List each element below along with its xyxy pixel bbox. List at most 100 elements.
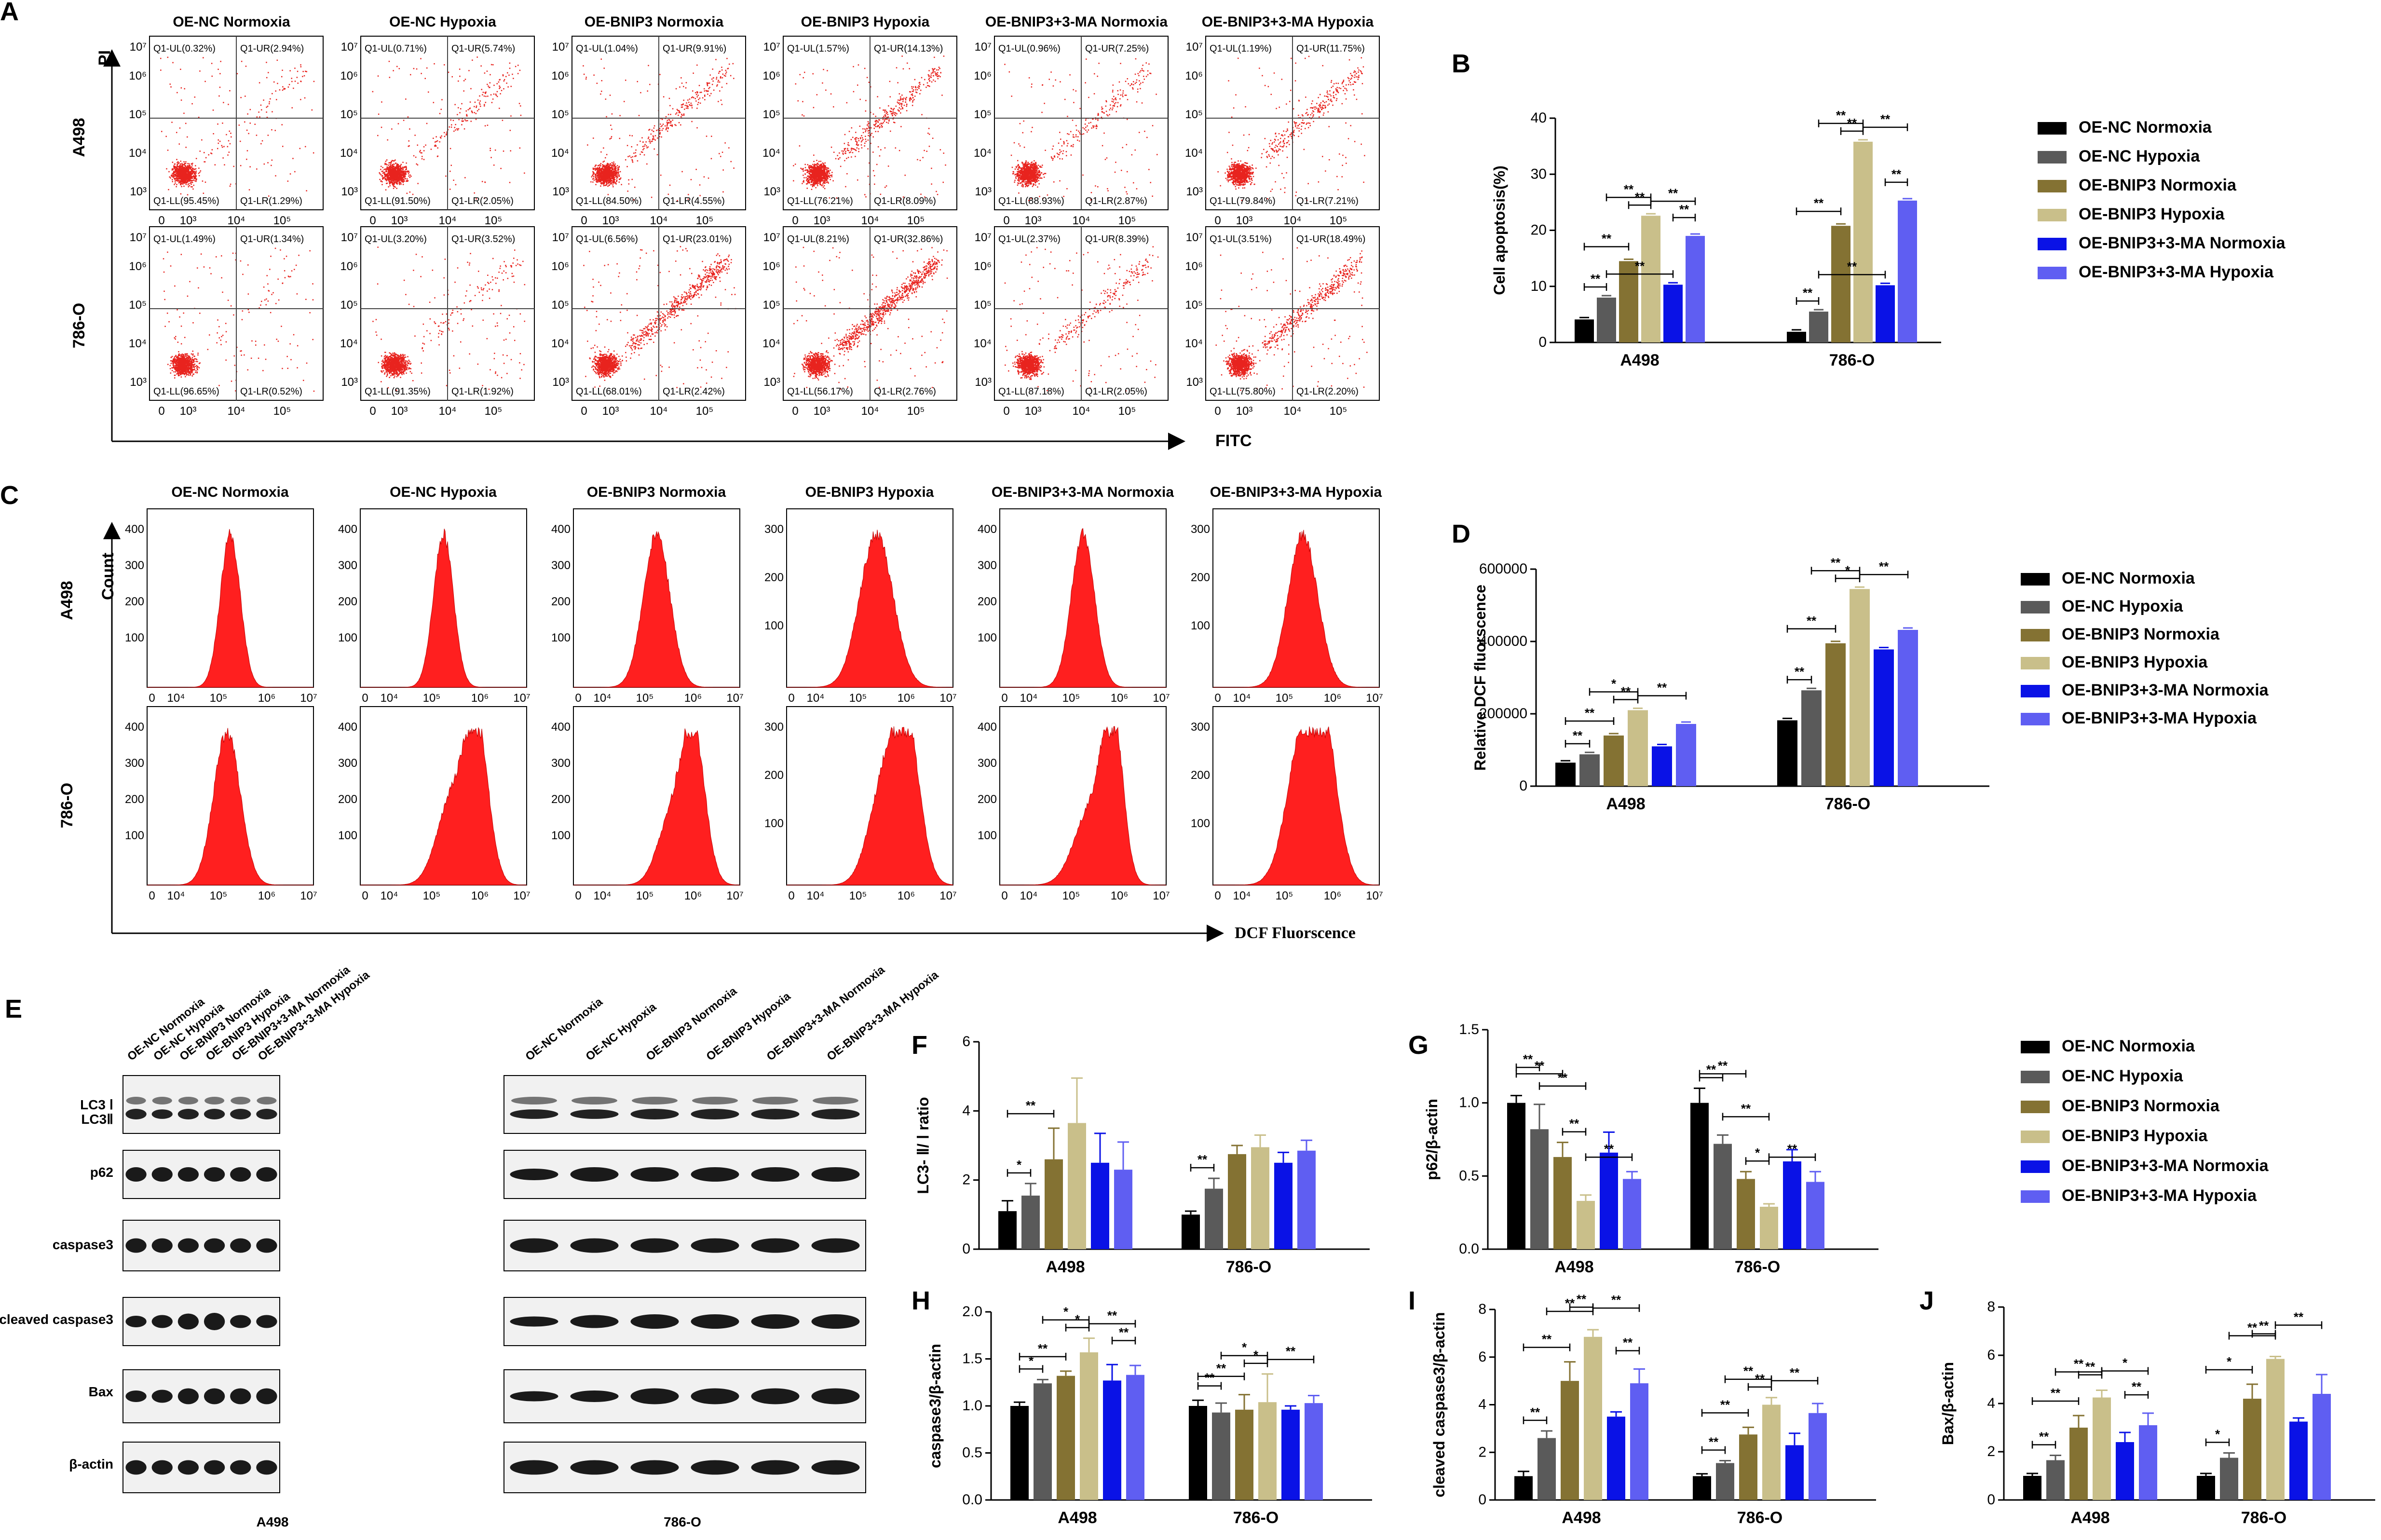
lane-label: OE-BNIP3+3-MA Normoxia	[764, 963, 888, 1063]
y-tick: 200	[338, 595, 357, 608]
band	[256, 1388, 277, 1404]
blot-strip	[503, 1150, 866, 1199]
y-tick: 200	[764, 769, 784, 782]
quadrant-ll: Q1-LL(79.84%)	[1210, 196, 1276, 206]
quadrant-lr: Q1-LR(8.09%)	[874, 196, 936, 206]
band-lc3-1	[204, 1097, 225, 1104]
y-tick-label: 0	[962, 1241, 970, 1257]
histo-title-5: OE-BNIP3+3-MA Hypoxia	[1210, 484, 1382, 500]
legend-swatch	[2021, 573, 2050, 586]
bar-786-O-1	[1205, 1188, 1223, 1249]
significance-mark: **	[1755, 1372, 1765, 1386]
y-tick-label: 0	[1478, 1492, 1486, 1508]
band-lc3-2	[811, 1109, 860, 1119]
y-tick: 10³	[763, 185, 780, 198]
significance-mark: **	[1668, 186, 1678, 200]
band-lc3-2	[204, 1109, 225, 1119]
x-tick: 10⁵	[210, 889, 228, 902]
x-tick: 10⁴	[593, 692, 611, 705]
band	[204, 1313, 225, 1330]
band	[630, 1460, 679, 1475]
band-lc3-1	[511, 1097, 557, 1104]
x-tick: 10⁵	[273, 405, 291, 418]
x-tick: 10⁵	[485, 214, 503, 227]
blot-strip	[503, 1297, 866, 1346]
x-tick: 0	[369, 214, 376, 227]
x-tick: 0	[1214, 692, 1221, 705]
bar-786-O-4	[1785, 1445, 1804, 1500]
band	[510, 1460, 558, 1475]
bar-786-O-4	[1281, 1409, 1300, 1500]
chart-H: 0.0 0.5 1.0 1.5 2.0 caspase3/β-actin A498 786-O…	[926, 1304, 1372, 1527]
histogram-1-3: 0 10⁴ 10⁵ 10⁶ 10⁷ 300 200 100	[764, 706, 957, 902]
bar-786-O-2	[1739, 1434, 1757, 1500]
bar-786-O-4	[1874, 649, 1894, 786]
quadrant-ul: Q1-UL(1.49%)	[153, 234, 216, 245]
bar-A498-5	[1114, 1170, 1132, 1249]
significance-mark: **	[1585, 706, 1595, 720]
y-tick: 10⁷	[552, 231, 569, 244]
y-tick: 200	[551, 595, 571, 608]
y-tick: 10⁵	[974, 299, 992, 312]
marker-lc3-1: LC3 Ⅰ	[80, 1097, 113, 1112]
significance-mark: **	[1891, 167, 1902, 181]
significance-mark: **	[1542, 1332, 1552, 1347]
x-tick: 10⁶	[898, 692, 915, 705]
y-tick: 10⁵	[340, 108, 358, 121]
quadrant-ul: Q1-UL(8.21%)	[787, 234, 849, 245]
x-tick: 10⁶	[684, 692, 702, 705]
blot-strip	[122, 1075, 280, 1134]
legend-label: OE-BNIP3+3-MA Hypoxia	[2062, 709, 2257, 727]
y-tick: 400	[125, 721, 144, 734]
x-tick: 10⁶	[471, 889, 489, 902]
flow-row-label-786o: 786-O	[70, 303, 88, 349]
x-tick: 10⁶	[684, 889, 702, 902]
histogram-0-3: 0 10⁴ 10⁵ 10⁶ 10⁷ 300 200 100	[764, 508, 957, 705]
quadrant-ll: Q1-LL(56.17%)	[787, 386, 853, 397]
bar-786-O-2	[1228, 1154, 1246, 1249]
y-tick: 10⁵	[1185, 299, 1203, 312]
y-tick-label: 2	[1478, 1444, 1486, 1460]
y-tick: 10⁶	[340, 260, 358, 273]
quadrant-lr: Q1-LR(2.42%)	[663, 386, 725, 397]
significance-mark: *	[1029, 1353, 1034, 1368]
y-tick-label: 10	[1531, 278, 1547, 294]
bar-786-O-0	[1182, 1214, 1200, 1249]
band	[630, 1167, 679, 1182]
y-tick: 400	[551, 721, 571, 734]
x-tick: 10⁵	[1062, 889, 1080, 902]
quadrant-ll: Q1-LL(75.80%)	[1210, 386, 1276, 397]
x-tick: 10⁷	[1366, 889, 1383, 902]
y-tick: 10³	[130, 185, 147, 198]
significance-mark: **	[1026, 1098, 1036, 1113]
blot-strip	[122, 1297, 280, 1346]
quadrant-ur: Q1-UR(1.34%)	[240, 234, 304, 245]
x-tick: 10⁴	[167, 889, 185, 902]
y-tick: 300	[764, 721, 784, 734]
bar-A498-1	[1034, 1383, 1052, 1500]
significance-mark: **	[1803, 286, 1813, 300]
flow-x-axis-label: FITC	[1215, 432, 1252, 450]
marker-5: β-actin	[69, 1457, 113, 1472]
bar-A498-0	[1507, 1103, 1525, 1249]
histogram-0-1: 0 10⁴ 10⁵ 10⁶ 10⁷ 400 300 200 100	[338, 508, 531, 705]
bar-786-O-1	[1212, 1412, 1230, 1500]
y-tick: 300	[551, 757, 571, 770]
flow-plot-1-3: Q1-UL(8.21%) Q1-UR(32.86%) Q1-LL(56.17%) Q1…	[762, 226, 957, 418]
legend-swatch	[2021, 1071, 2050, 1083]
y-tick-label: 0.5	[962, 1445, 982, 1461]
y-tick-label: 400000	[1479, 633, 1527, 649]
quadrant-ll: Q1-LL(96.65%)	[153, 386, 219, 397]
x-tick: 10⁴	[1072, 405, 1090, 418]
x-tick: 10⁴	[1283, 214, 1301, 227]
band	[204, 1388, 225, 1404]
band	[151, 1167, 173, 1182]
legend-label: OE-BNIP3 Hypoxia	[2079, 205, 2225, 223]
bar-A498-3	[1080, 1352, 1098, 1500]
band	[256, 1167, 277, 1182]
x-tick: 0	[581, 214, 587, 227]
dcf-histograms: 0 10⁴ 10⁵ 10⁶ 10⁷ 400 300 200 100 0 10⁴ 10⁵ 10⁶ 10⁷ 40…	[125, 508, 1383, 902]
band	[691, 1167, 739, 1182]
y-tick: 100	[978, 829, 997, 842]
bar-786-O-5	[1305, 1403, 1323, 1500]
